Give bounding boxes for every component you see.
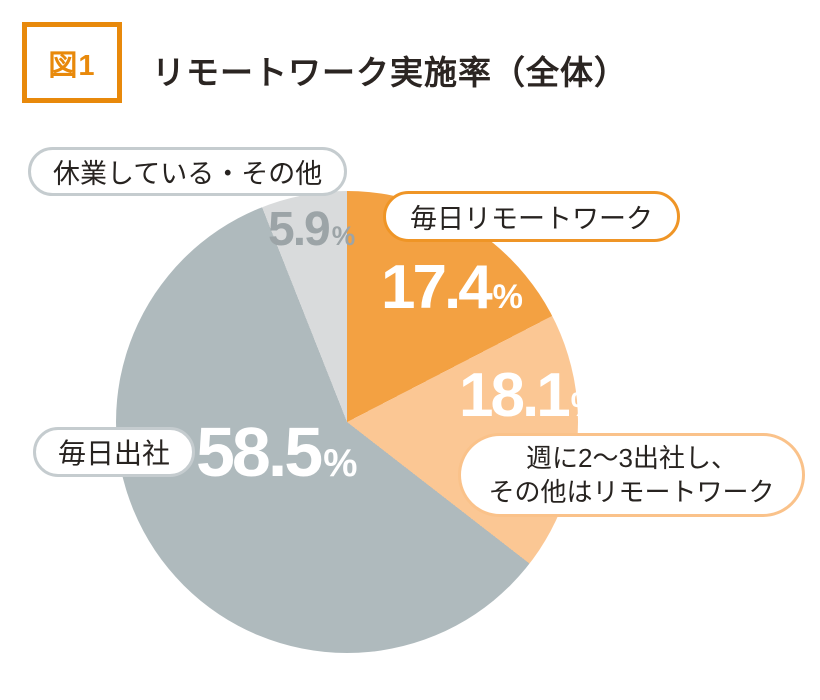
label-callout-hybrid-line2: その他はリモートワーク [488, 477, 775, 507]
value-closed: 5.9% [268, 202, 355, 257]
label-callout-office-text: 毎日出社 [58, 438, 171, 469]
label-callout-hybrid: 週に2〜3出社し、 その他はリモートワーク [458, 433, 805, 517]
value-office-unit: % [323, 442, 358, 485]
value-closed-number: 5.9 [268, 203, 331, 256]
label-callout-daily-remote: 毎日リモートワーク [383, 191, 680, 242]
label-callout-closed: 休業している・その他 [28, 147, 348, 196]
figure-number-label: 図1 [48, 49, 96, 82]
value-daily-remote-number: 17.4 [381, 253, 493, 322]
value-closed-unit: % [331, 221, 356, 251]
label-callout-daily-remote-text: 毎日リモートワーク [410, 204, 653, 234]
value-hybrid: 18.1% [459, 360, 601, 431]
value-hybrid-unit: % [570, 386, 601, 424]
pie-chart [116, 191, 578, 653]
value-hybrid-number: 18.1 [459, 361, 571, 430]
label-callout-hybrid-line1: 週に2〜3出社し、 [526, 442, 737, 473]
value-office-number: 58.5 [196, 413, 323, 491]
value-daily-remote-unit: % [492, 278, 523, 316]
value-office: 58.5% [196, 412, 357, 492]
label-callout-closed-text: 休業している・その他 [53, 159, 323, 189]
value-daily-remote: 17.4% [381, 252, 523, 323]
figure-title: リモートワーク実施率（全体） [152, 54, 628, 91]
figure-number-badge: 図1 [22, 22, 122, 103]
label-callout-office: 毎日出社 [33, 427, 196, 477]
